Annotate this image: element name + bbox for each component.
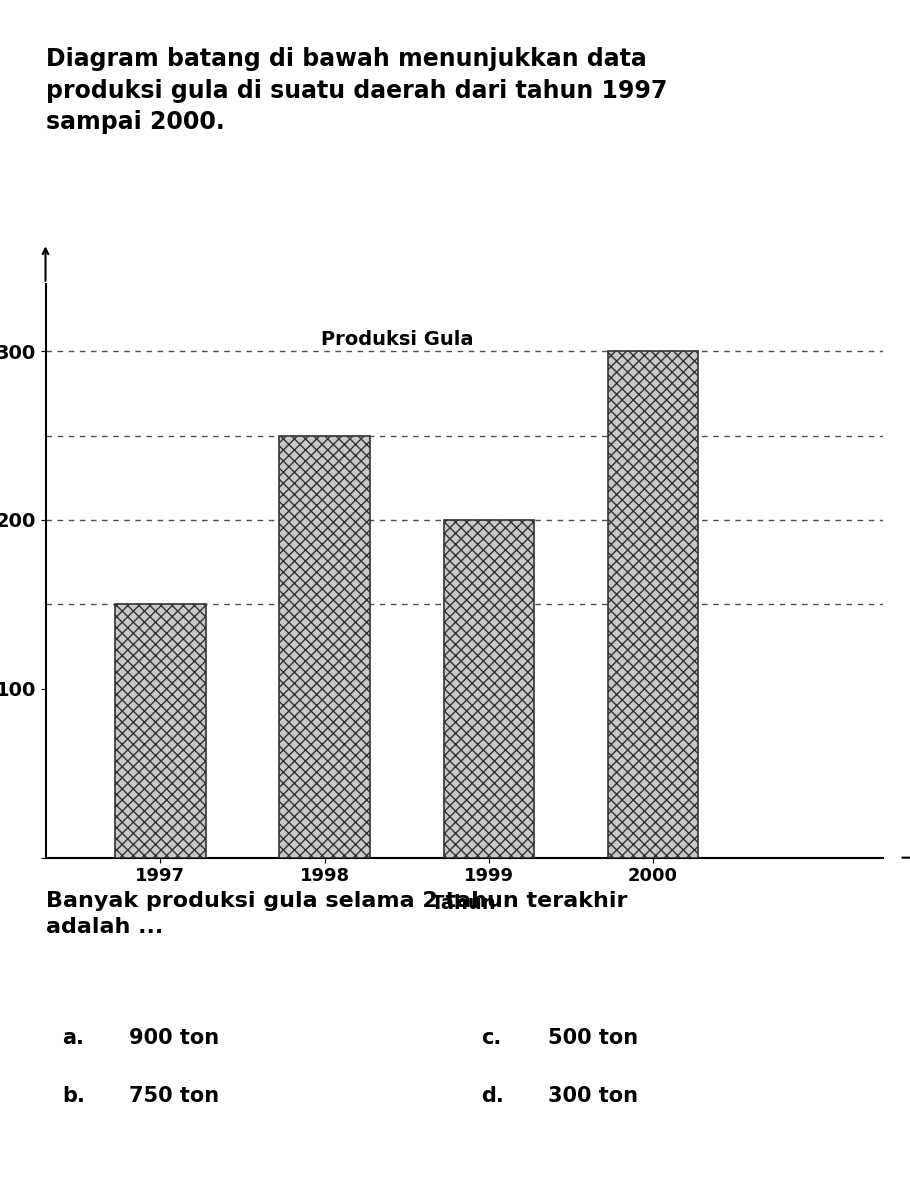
- Text: 300 ton: 300 ton: [548, 1086, 638, 1106]
- Text: 500 ton: 500 ton: [548, 1028, 638, 1048]
- Text: a.: a.: [62, 1028, 84, 1048]
- Bar: [116, 604, 206, 858]
- Text: b.: b.: [62, 1086, 86, 1106]
- Text: d.: d.: [480, 1086, 503, 1106]
- Bar: [443, 520, 534, 858]
- Text: Diagram batang di bawah menunjukkan data
produksi gula di suatu daerah dari tahu: Diagram batang di bawah menunjukkan data…: [46, 48, 667, 135]
- Bar: [608, 352, 698, 858]
- Text: Banyak produksi gula selama 2 tahun terakhir
adalah ...: Banyak produksi gula selama 2 tahun tera…: [46, 890, 627, 937]
- Text: 900 ton: 900 ton: [129, 1028, 219, 1048]
- Text: Produksi Gula: Produksi Gula: [321, 329, 473, 348]
- X-axis label: Tahun: Tahun: [431, 894, 497, 913]
- Bar: [279, 435, 369, 858]
- Text: c.: c.: [480, 1028, 501, 1048]
- Text: 750 ton: 750 ton: [129, 1086, 219, 1106]
